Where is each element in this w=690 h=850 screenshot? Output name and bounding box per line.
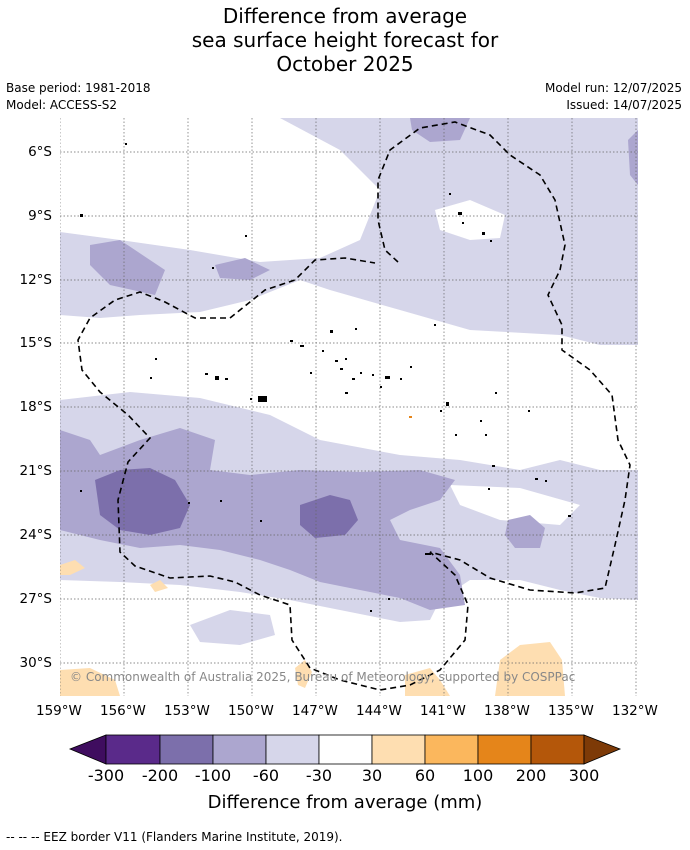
- colorbar-label: -100: [194, 766, 232, 785]
- base-period: Base period: 1981-2018: [6, 81, 151, 95]
- lon-label-147w: 147°W: [292, 703, 338, 719]
- colorbar-label: 300: [568, 766, 600, 785]
- colorbar-label: 200: [515, 766, 547, 785]
- lon-label-153w: 153°W: [164, 703, 210, 719]
- issued-date: Issued: 14/07/2025: [566, 98, 682, 112]
- lon-label-150w: 150°W: [228, 703, 274, 719]
- lat-label-6s: 6°S: [28, 144, 52, 160]
- colorbar-label: 30: [361, 766, 383, 785]
- lon-label-159w: 159°W: [36, 703, 82, 719]
- title-line-3: October 2025: [276, 52, 414, 76]
- title-line-1: Difference from average: [222, 4, 468, 28]
- eez-legend-note: -- -- -- EEZ border V11 (Flanders Marine…: [6, 830, 343, 844]
- colorbar-label: 60: [414, 766, 436, 785]
- copyright-notice: © Commonwealth of Australia 2025, Bureau…: [70, 670, 576, 684]
- lon-label-156w: 156°W: [100, 703, 146, 719]
- colorbar-label: -30: [305, 766, 333, 785]
- lat-label-12s: 12°S: [19, 272, 53, 288]
- lat-label-21s: 21°S: [19, 463, 53, 479]
- lon-label-132w: 132°W: [612, 703, 658, 719]
- lat-label-9s: 9°S: [28, 208, 52, 224]
- lon-label-138w: 138°W: [484, 703, 530, 719]
- colorbar-label: -60: [252, 766, 280, 785]
- lon-label-135w: 135°W: [548, 703, 594, 719]
- lon-label-144w: 144°W: [356, 703, 402, 719]
- colorbar-label: -300: [87, 766, 125, 785]
- lat-label-18s: 18°S: [19, 399, 53, 415]
- colorbar: [68, 734, 622, 765]
- lat-label-27s: 27°S: [19, 591, 53, 607]
- title-line-2: sea surface height forecast for: [191, 28, 499, 52]
- model-run: Model run: 12/07/2025: [544, 81, 682, 95]
- colorbar-title: Difference from average (mm): [207, 792, 483, 813]
- lat-label-15s: 15°S: [19, 335, 53, 351]
- colorbar-label: 100: [462, 766, 494, 785]
- lat-label-30s: 30°S: [19, 655, 53, 671]
- lon-label-141w: 141°W: [420, 703, 466, 719]
- eez-border: [77, 121, 631, 691]
- lat-label-24s: 24°S: [19, 527, 53, 543]
- colorbar-label: -200: [141, 766, 179, 785]
- sea-level-field: [60, 118, 638, 696]
- model-name: Model: ACCESS-S2: [6, 98, 118, 112]
